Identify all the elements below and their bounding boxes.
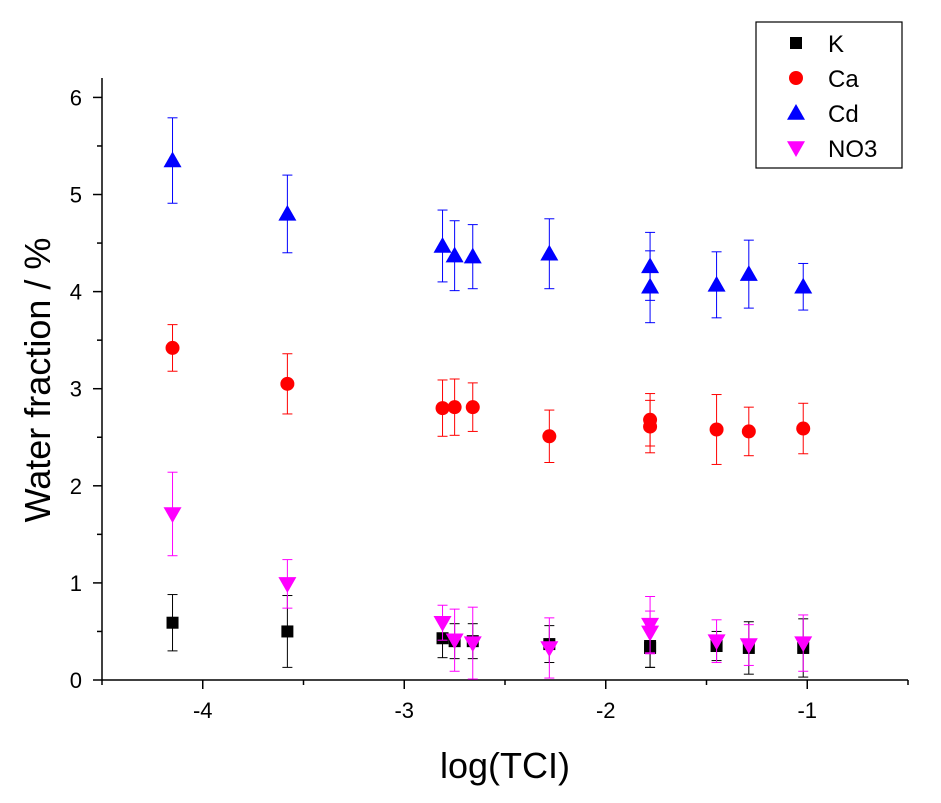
y-tick-label: 6 bbox=[70, 85, 82, 110]
data-point-ca bbox=[542, 429, 557, 444]
y-tick-label: 0 bbox=[70, 668, 82, 693]
y-tick-label: 3 bbox=[70, 377, 82, 402]
legend-marker-cd bbox=[787, 104, 805, 120]
data-point-ca bbox=[435, 401, 450, 416]
data-point-ca bbox=[280, 376, 295, 391]
data-point-cd bbox=[540, 244, 559, 261]
y-ticks: 0 1 2 3 4 5 6 bbox=[70, 85, 102, 693]
legend-box bbox=[755, 21, 903, 169]
legend-marker-ca bbox=[789, 71, 803, 85]
data-point-cd bbox=[641, 277, 660, 294]
data-point-cd bbox=[163, 151, 182, 168]
series-cd bbox=[163, 117, 813, 324]
data-point-cd bbox=[433, 236, 452, 253]
data-point-ca bbox=[796, 421, 811, 436]
data-point-no3 bbox=[739, 638, 758, 655]
data-point-no3 bbox=[794, 636, 813, 653]
x-ticks: -4 -3 -2 -1 bbox=[101, 680, 909, 723]
data-point-cd bbox=[641, 257, 660, 274]
data-point-k bbox=[281, 625, 294, 638]
data-point-k bbox=[166, 616, 179, 629]
data-point-ca bbox=[447, 400, 462, 415]
legend-label-cd: Cd bbox=[828, 101, 859, 128]
data-point-ca bbox=[465, 400, 480, 415]
data-point-ca bbox=[709, 422, 724, 437]
legend: K Ca Cd NO3 bbox=[755, 21, 903, 169]
y-axis-label: Water fraction / % bbox=[17, 238, 58, 523]
legend-marker-k bbox=[790, 37, 802, 49]
data-point-ca bbox=[741, 424, 756, 439]
data-point-no3 bbox=[433, 615, 452, 632]
series-layer bbox=[163, 117, 813, 680]
legend-marker-no3 bbox=[787, 141, 805, 157]
x-tick-label: -2 bbox=[596, 698, 616, 723]
x-tick-label: -1 bbox=[797, 698, 817, 723]
legend-label-no3: NO3 bbox=[828, 136, 877, 163]
data-point-ca bbox=[165, 340, 180, 355]
legend-label-k: K bbox=[828, 31, 844, 58]
data-point-no3 bbox=[540, 641, 559, 657]
series-ca bbox=[165, 324, 811, 465]
data-point-no3 bbox=[707, 634, 726, 651]
data-point-no3 bbox=[163, 507, 182, 523]
data-point-no3 bbox=[445, 633, 464, 650]
data-point-cd bbox=[463, 247, 482, 264]
data-point-no3 bbox=[641, 625, 660, 642]
data-point-cd bbox=[278, 204, 297, 221]
series-no3 bbox=[163, 471, 813, 680]
data-point-ca bbox=[643, 419, 658, 434]
data-point-cd bbox=[739, 265, 758, 281]
data-point-cd bbox=[794, 277, 813, 294]
y-tick-label: 1 bbox=[70, 571, 82, 596]
y-tick-label: 5 bbox=[70, 183, 82, 208]
y-tick-label: 4 bbox=[70, 280, 82, 305]
x-axis-label: log(TCI) bbox=[440, 745, 570, 786]
data-point-cd bbox=[707, 275, 726, 292]
x-tick-label: -4 bbox=[193, 698, 213, 723]
x-tick-label: -3 bbox=[394, 698, 414, 723]
data-point-cd bbox=[445, 246, 464, 263]
legend-label-ca: Ca bbox=[828, 66, 859, 93]
data-point-no3 bbox=[463, 636, 482, 653]
data-point-no3 bbox=[278, 577, 297, 593]
y-tick-label: 2 bbox=[70, 474, 82, 499]
